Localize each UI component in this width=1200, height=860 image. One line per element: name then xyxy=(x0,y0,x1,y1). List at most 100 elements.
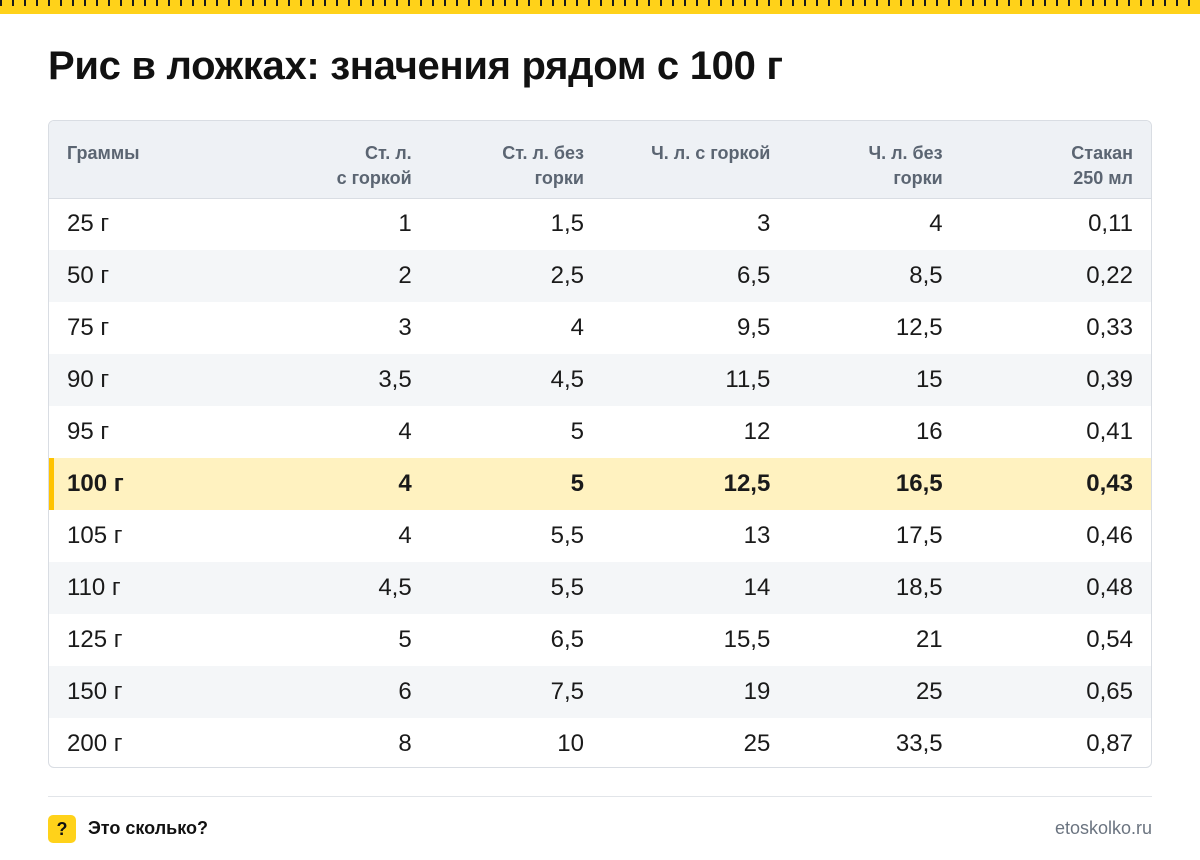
value-cell: 0,11 xyxy=(1088,210,1133,238)
value-cell: 25 xyxy=(743,730,771,757)
value-cell: 17,5 xyxy=(895,522,943,549)
value-cell: 0,22 xyxy=(1086,262,1133,289)
table-row-highlighted: 100 г 4 5 12,5 16,5 0,43 xyxy=(49,458,1151,510)
value-cell: 0,54 xyxy=(1086,626,1133,653)
value-cell: 4 xyxy=(570,314,584,341)
value-cell: 0,33 xyxy=(1086,314,1133,341)
grams-cell: 110 г xyxy=(67,574,121,601)
column-header: Ч. л. с горкой xyxy=(602,121,789,199)
column-header-line: Ч. л. без xyxy=(868,143,943,163)
column-header-line: горки xyxy=(534,168,584,188)
value-cell: 6 xyxy=(398,678,412,705)
grams-cell: 105 г xyxy=(67,522,123,549)
grams-cell: 125 г xyxy=(67,626,123,653)
value-cell: 25 xyxy=(915,678,943,705)
column-header: Ч. л. без горки xyxy=(788,121,961,199)
value-cell: 0,43 xyxy=(1086,470,1133,497)
value-cell: 19 xyxy=(743,678,771,705)
value-cell: 15 xyxy=(915,366,943,393)
grams-cell: 200 г xyxy=(67,730,123,757)
value-cell: 12,5 xyxy=(723,470,771,497)
value-cell: 6,5 xyxy=(736,262,771,289)
table-row: 150 г 6 7,5 19 25 0,65 xyxy=(49,666,1151,718)
table-row: 50 г 2 2,5 6,5 8,5 0,22 xyxy=(49,250,1151,302)
grams-cell: 25 г xyxy=(67,210,110,238)
value-cell: 9,5 xyxy=(736,314,771,341)
value-cell: 11,5 xyxy=(725,366,771,393)
value-cell: 5 xyxy=(570,418,584,445)
table-row: 90 г 3,5 4,5 11,5 15 0,39 xyxy=(49,354,1151,406)
conversion-table-card: Граммы Ст. л. с горкой Ст. л. без горки Ч. л.… xyxy=(48,120,1152,768)
value-cell: 1 xyxy=(398,210,412,238)
table-row: 25 г 1 1,5 3 4 0,11 xyxy=(49,198,1151,250)
column-header: Стакан 250 мл xyxy=(960,121,1151,199)
table-header-row: Граммы Ст. л. с горкой Ст. л. без горки Ч. л.… xyxy=(49,121,1151,199)
value-cell: 13 xyxy=(743,522,771,549)
grams-cell: 100 г xyxy=(49,458,239,510)
value-cell: 0,87 xyxy=(1086,730,1133,757)
column-header-line: с горкой xyxy=(336,168,412,188)
table-row: 105 г 4 5,5 13 17,5 0,46 xyxy=(49,510,1151,562)
table-row: 200 г 8 10 25 33,5 0,87 xyxy=(49,718,1151,767)
column-header-line: Стакан xyxy=(1071,143,1133,163)
column-header: Ст. л. без горки xyxy=(429,121,602,199)
ruler-decoration xyxy=(0,0,1200,14)
value-cell: 12,5 xyxy=(895,314,943,341)
footer-divider xyxy=(48,796,1152,797)
value-cell: 16,5 xyxy=(895,470,943,497)
value-cell: 0,41 xyxy=(1086,418,1133,445)
value-cell: 8 xyxy=(398,730,412,757)
value-cell: 12 xyxy=(743,418,771,445)
value-cell: 15,5 xyxy=(723,626,771,653)
value-cell: 10 xyxy=(557,730,584,757)
table-row: 75 г 3 4 9,5 12,5 0,33 xyxy=(49,302,1151,354)
value-cell: 4 xyxy=(398,418,412,445)
value-cell: 16 xyxy=(915,418,943,445)
column-header-line: Ст. л. без xyxy=(502,143,584,163)
grams-cell: 75 г xyxy=(67,314,110,341)
value-cell: 4 xyxy=(398,470,412,497)
column-header: Граммы xyxy=(49,121,240,199)
value-cell: 7,5 xyxy=(550,678,584,705)
page-title: Рис в ложках: значения рядом с 100 г xyxy=(48,44,783,88)
table-row: 110 г 4,5 5,5 14 18,5 0,48 xyxy=(49,562,1151,614)
value-cell: 18,5 xyxy=(895,574,943,601)
value-cell: 5 xyxy=(398,626,412,653)
table-row: 125 г 5 6,5 15,5 21 0,54 xyxy=(49,614,1151,666)
grams-cell: 50 г xyxy=(67,262,110,289)
conversion-table: Граммы Ст. л. с горкой Ст. л. без горки Ч. л.… xyxy=(49,121,1151,767)
column-header: Ст. л. с горкой xyxy=(239,121,430,199)
value-cell: 8,5 xyxy=(909,262,943,289)
value-cell: 6,5 xyxy=(550,626,584,653)
grams-cell: 90 г xyxy=(67,366,110,393)
value-cell: 2,5 xyxy=(550,262,584,289)
value-cell: 5,5 xyxy=(550,574,584,601)
value-cell: 3,5 xyxy=(378,366,412,393)
value-cell: 1,5 xyxy=(550,210,584,238)
grams-cell: 150 г xyxy=(67,678,123,705)
value-cell: 33,5 xyxy=(895,730,943,757)
value-cell: 4 xyxy=(929,210,943,238)
column-header-line: 250 мл xyxy=(1073,168,1133,188)
column-header-line: горки xyxy=(893,168,943,188)
column-header-line: Ч. л. с горкой xyxy=(651,143,771,163)
grams-cell: 95 г xyxy=(67,418,110,445)
question-badge-icon: ? xyxy=(48,815,76,843)
value-cell: 3 xyxy=(756,210,771,238)
value-cell: 14 xyxy=(743,574,771,601)
table-row: 95 г 4 5 12 16 0,41 xyxy=(49,406,1151,458)
value-cell: 5,5 xyxy=(550,522,584,549)
value-cell: 0,65 xyxy=(1086,678,1133,705)
value-cell: 0,39 xyxy=(1086,366,1133,393)
column-header-line: Ст. л. xyxy=(365,143,412,163)
brand-name: Это сколько? xyxy=(88,818,208,838)
site-link[interactable]: etoskolko.ru xyxy=(1054,818,1152,838)
value-cell: 2 xyxy=(398,262,412,289)
value-cell: 21 xyxy=(915,626,943,653)
value-cell: 5 xyxy=(570,470,584,497)
table-body: 25 г 1 1,5 3 4 0,11 50 г 2 2,5 6,5 8,5 0,22 75 г 3 4 9,… xyxy=(49,198,1151,767)
value-cell: 3 xyxy=(398,314,412,341)
column-header-line: Граммы xyxy=(67,143,140,163)
value-cell: 0,46 xyxy=(1086,522,1133,549)
value-cell: 4,5 xyxy=(550,366,584,393)
